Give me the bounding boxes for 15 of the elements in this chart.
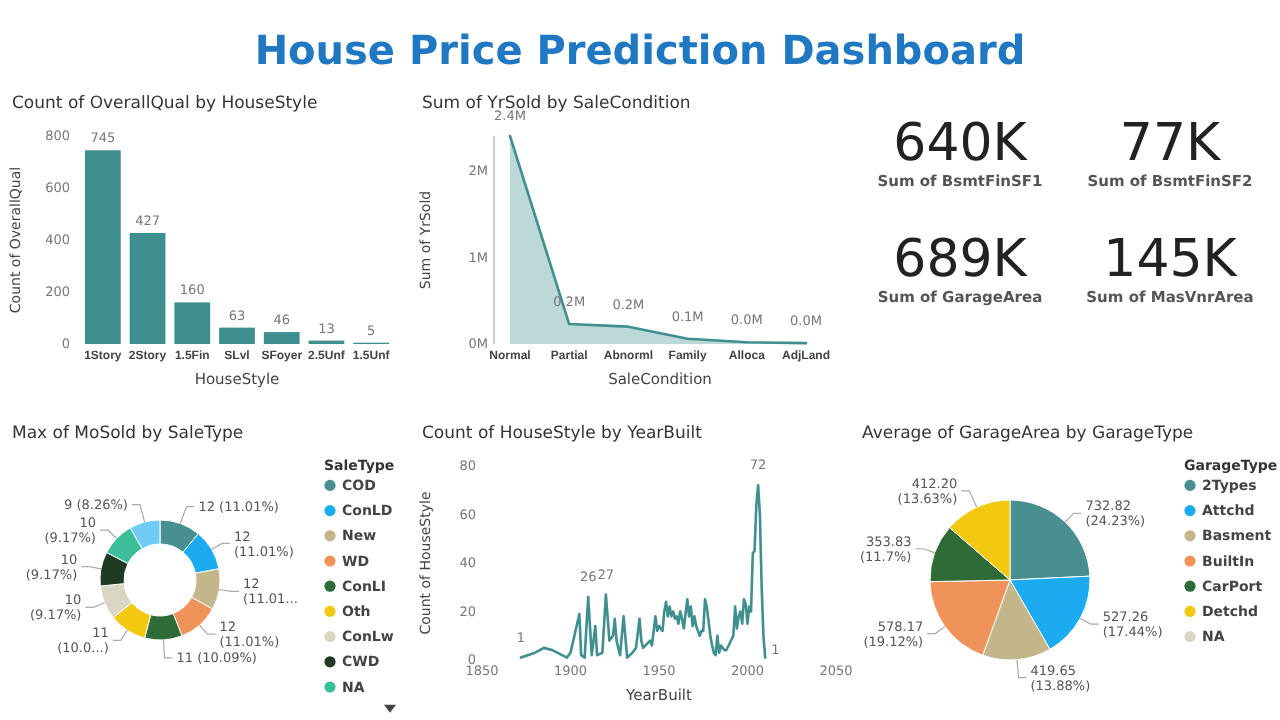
chart-title: Count of OverallQual by HouseStyle: [12, 94, 318, 114]
bar: [174, 302, 211, 344]
line-series: [519, 484, 767, 659]
chart-title: Max of MoSold by SaleType: [12, 424, 244, 444]
bar: [129, 232, 166, 344]
text: 689K: [893, 230, 1029, 290]
chart-title: Average of GarageArea by GarageType: [862, 424, 1194, 444]
bar: [84, 150, 121, 344]
bar: [263, 332, 300, 344]
bar: [219, 327, 255, 344]
chart-title: Count of HouseStyle by YearBuilt: [422, 424, 704, 444]
text: 145K: [1103, 230, 1239, 290]
text: 77K: [1119, 114, 1223, 174]
text: House Price Prediction Dashboard: [254, 26, 1026, 74]
text: 640K: [893, 114, 1029, 174]
